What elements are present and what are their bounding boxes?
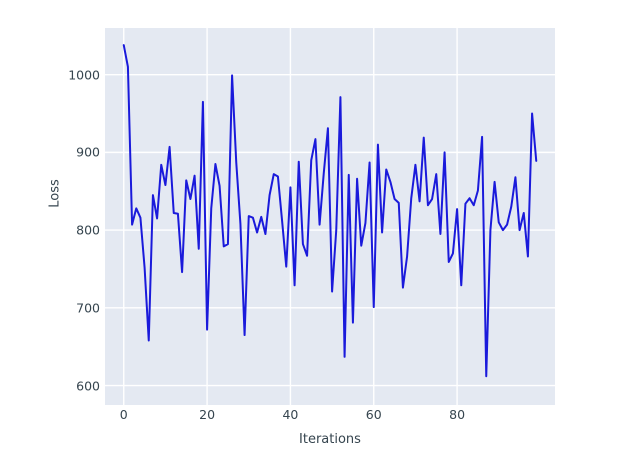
y-tick-label: 700	[76, 300, 100, 316]
series-line-loss	[122, 44, 538, 378]
y-tick-label: 1000	[68, 67, 100, 83]
plot-area	[105, 28, 555, 405]
x-axis-ticks: 0 20 40 60 80	[105, 407, 555, 429]
x-tick-label: 40	[282, 407, 299, 422]
data-series-layer	[122, 44, 538, 378]
x-tick-label: 20	[199, 407, 216, 422]
x-tick-label: 80	[449, 407, 466, 422]
x-tick-label: 60	[365, 407, 382, 422]
y-tick-label: 900	[76, 144, 100, 160]
y-axis-ticks: 600 700 800 900 1000	[50, 28, 100, 405]
y-tick-label: 600	[76, 378, 100, 394]
y-tick-label: 800	[76, 222, 100, 238]
y-axis-label: Loss	[47, 179, 63, 208]
x-axis-label: Iterations	[299, 432, 361, 447]
loss-line-chart	[105, 28, 555, 405]
x-tick-label: 0	[119, 407, 128, 422]
